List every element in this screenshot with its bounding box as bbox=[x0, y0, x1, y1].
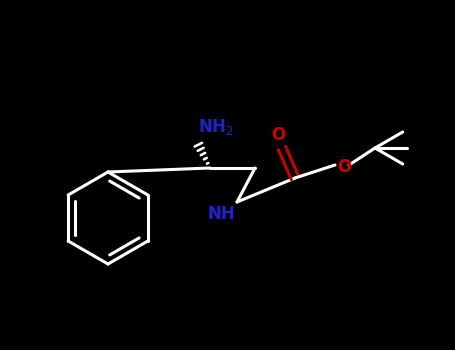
Text: O: O bbox=[271, 126, 285, 144]
Text: NH: NH bbox=[207, 205, 235, 223]
Text: O: O bbox=[337, 158, 351, 176]
Text: NH$_2$: NH$_2$ bbox=[198, 117, 234, 137]
